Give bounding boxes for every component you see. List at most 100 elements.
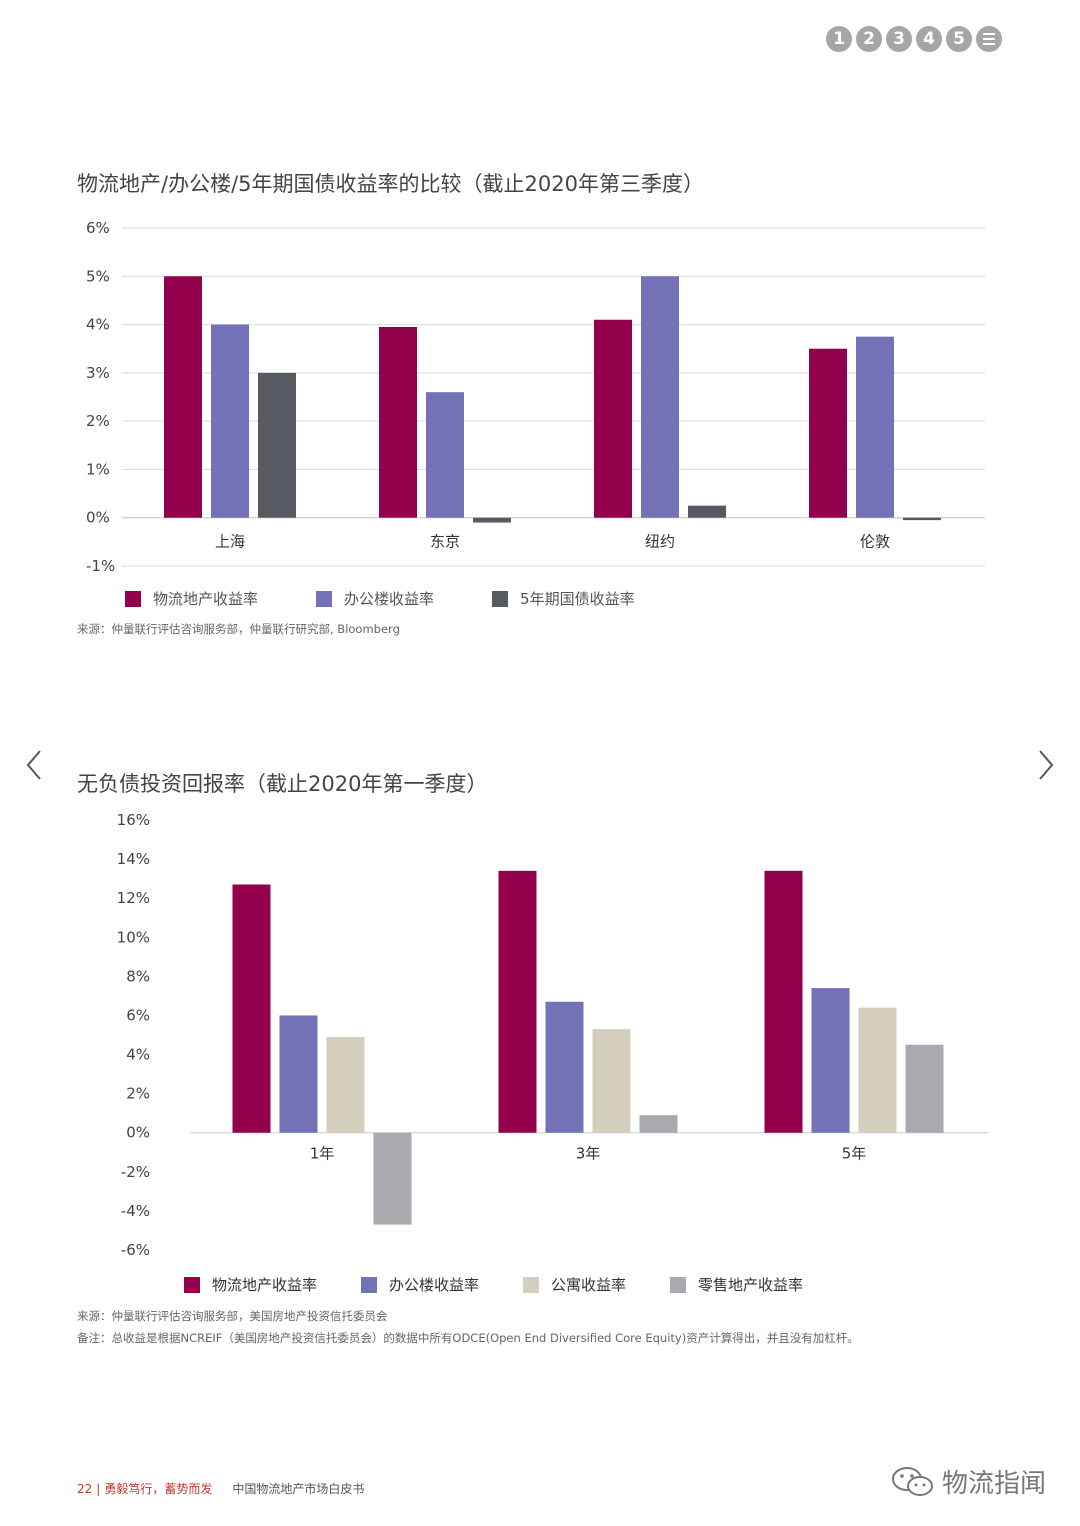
x-category-label: 5年: [842, 1145, 867, 1163]
legend-apartment: 公寓收益率: [523, 1274, 626, 1295]
footer-slogan: 勇毅笃行，蓄势而发: [104, 1482, 213, 1496]
legend-label: 物流地产收益率: [212, 1276, 318, 1294]
x-category-label: 伦敦: [860, 533, 890, 551]
chart2-title: 无负债投资回报率（截止2020年第一季度）: [77, 772, 488, 796]
bar: [858, 1007, 897, 1133]
bar: [688, 505, 726, 518]
y-tick-label: -4%: [121, 1202, 150, 1220]
x-category-label: 3年: [576, 1145, 601, 1163]
y-tick-label: 14%: [117, 850, 150, 868]
x-category-label: 上海: [215, 533, 245, 551]
legend-swatch-retail: [670, 1276, 687, 1293]
y-tick-label: 0%: [86, 509, 110, 527]
menu-icon[interactable]: [976, 26, 1002, 52]
chart1-source: 来源：仲量联行评估咨询服务部，仲量联行研究部, Bloomberg: [77, 622, 400, 636]
legend-retail: 零售地产收益率: [670, 1274, 803, 1295]
nav-dot-2[interactable]: 2: [856, 26, 882, 52]
bar: [211, 324, 249, 518]
chart1-title: 物流地产/办公楼/5年期国债收益率的比较（截止2020年第三季度）: [77, 172, 704, 196]
legend-logistics: 物流地产收益率: [125, 588, 258, 609]
chart2-source: 来源：仲量联行评估咨询服务部，美国房地产投资信托委员会: [77, 1309, 388, 1323]
y-tick-label: 2%: [126, 1085, 150, 1103]
bar: [379, 326, 417, 518]
x-category-label: 东京: [430, 533, 460, 551]
page-number: 22: [77, 1482, 93, 1496]
y-tick-label: 12%: [117, 889, 150, 907]
legend-swatch-bond: [492, 590, 509, 607]
legend-label: 公寓收益率: [551, 1276, 627, 1294]
legend-swatch-logistics: [184, 1276, 200, 1293]
y-tick-label: 16%: [117, 811, 150, 829]
bar: [498, 870, 537, 1133]
legend-swatch-apartment: [523, 1276, 540, 1293]
legend-label: 零售地产收益率: [698, 1276, 804, 1294]
bar: [426, 392, 464, 518]
footer-doc-title: 中国物流地产市场白皮书: [232, 1482, 365, 1496]
chart2-note: 备注：总收益是根据NCREIF（美国房地产投资信托委员会）的数据中所有ODCE(…: [77, 1331, 859, 1345]
bar: [641, 276, 679, 518]
x-category-label: 1年: [310, 1145, 335, 1163]
y-tick-label: 2%: [86, 412, 110, 430]
legend-office: 办公楼收益率: [316, 588, 434, 609]
legend-swatch-office: [316, 590, 333, 607]
nav-dot-4[interactable]: 4: [916, 26, 942, 52]
y-tick-label: 6%: [126, 1006, 150, 1024]
bar: [594, 319, 632, 518]
wechat-icon: [891, 1466, 933, 1496]
y-tick-label: -2%: [121, 1163, 150, 1181]
x-category-label: 纽约: [645, 533, 675, 551]
legend-office: 办公楼收益率: [361, 1274, 479, 1295]
y-tick-label: 5%: [86, 267, 110, 285]
bar: [592, 1029, 631, 1133]
y-tick-label: -6%: [121, 1241, 150, 1259]
bar: [473, 517, 511, 523]
next-page-button[interactable]: [1024, 745, 1064, 785]
y-tick-label: 4%: [126, 1046, 150, 1064]
nav-dot-5[interactable]: 5: [946, 26, 972, 52]
bar: [258, 372, 296, 518]
bar: [809, 348, 847, 518]
bar: [905, 1044, 944, 1133]
bar: [545, 1001, 584, 1133]
chart2-legend: 物流地产收益率 办公楼收益率 公寓收益率 零售地产收益率: [184, 1274, 847, 1295]
y-tick-label: -1%: [86, 557, 115, 575]
legend-bond: 5年期国债收益率: [492, 588, 635, 609]
legend-swatch-office: [361, 1276, 378, 1293]
bar: [811, 988, 850, 1133]
y-tick-label: 6%: [86, 219, 110, 237]
bar: [164, 276, 202, 518]
legend-label: 办公楼收益率: [344, 590, 435, 608]
chart1-legend: 物流地产收益率 办公楼收益率 5年期国债收益率: [125, 588, 693, 609]
nav-dot-3[interactable]: 3: [886, 26, 912, 52]
y-tick-label: 3%: [86, 364, 110, 382]
legend-label: 办公楼收益率: [389, 1276, 480, 1294]
legend-label: 物流地产收益率: [153, 590, 259, 608]
yield-comparison-chart: 6% 5% 4% 3% 2% 1% 0% -1% 上海 东京 纽约 伦敦: [86, 219, 985, 575]
bar: [903, 517, 941, 521]
bar: [326, 1036, 365, 1133]
legend-swatch-logistics: [125, 590, 141, 607]
bar: [279, 1015, 318, 1133]
bar: [232, 884, 271, 1133]
prev-page-button[interactable]: [16, 745, 56, 785]
bar: [373, 1132, 412, 1225]
bar: [764, 870, 803, 1133]
footer-divider: |: [96, 1482, 101, 1496]
bar: [856, 336, 894, 518]
y-tick-label: 10%: [117, 928, 150, 946]
nav-dot-1[interactable]: 1: [826, 26, 852, 52]
page-footer: 22 | 勇毅笃行，蓄势而发 中国物流地产市场白皮书: [77, 1480, 364, 1497]
legend-label: 5年期国债收益率: [520, 590, 635, 608]
chevron-right-icon: [1039, 750, 1054, 780]
watermark: 物流指闻: [890, 1463, 1046, 1500]
legend-logistics: 物流地产收益率: [184, 1274, 317, 1295]
y-tick-label: 8%: [126, 967, 150, 985]
bar: [639, 1115, 678, 1133]
chevron-left-icon: [26, 750, 41, 780]
unlevered-return-chart: 16% 14% 12% 10% 8% 6% 4% 2% 0% -2% -4% -6% 1年 3年 5年: [117, 811, 988, 1259]
section-nav: 1 2 3 4 5: [826, 26, 1002, 52]
y-tick-label: 1%: [86, 460, 110, 478]
y-tick-label: 0%: [126, 1124, 150, 1142]
watermark-text: 物流指闻: [941, 1469, 1046, 1499]
y-tick-label: 4%: [86, 316, 110, 334]
